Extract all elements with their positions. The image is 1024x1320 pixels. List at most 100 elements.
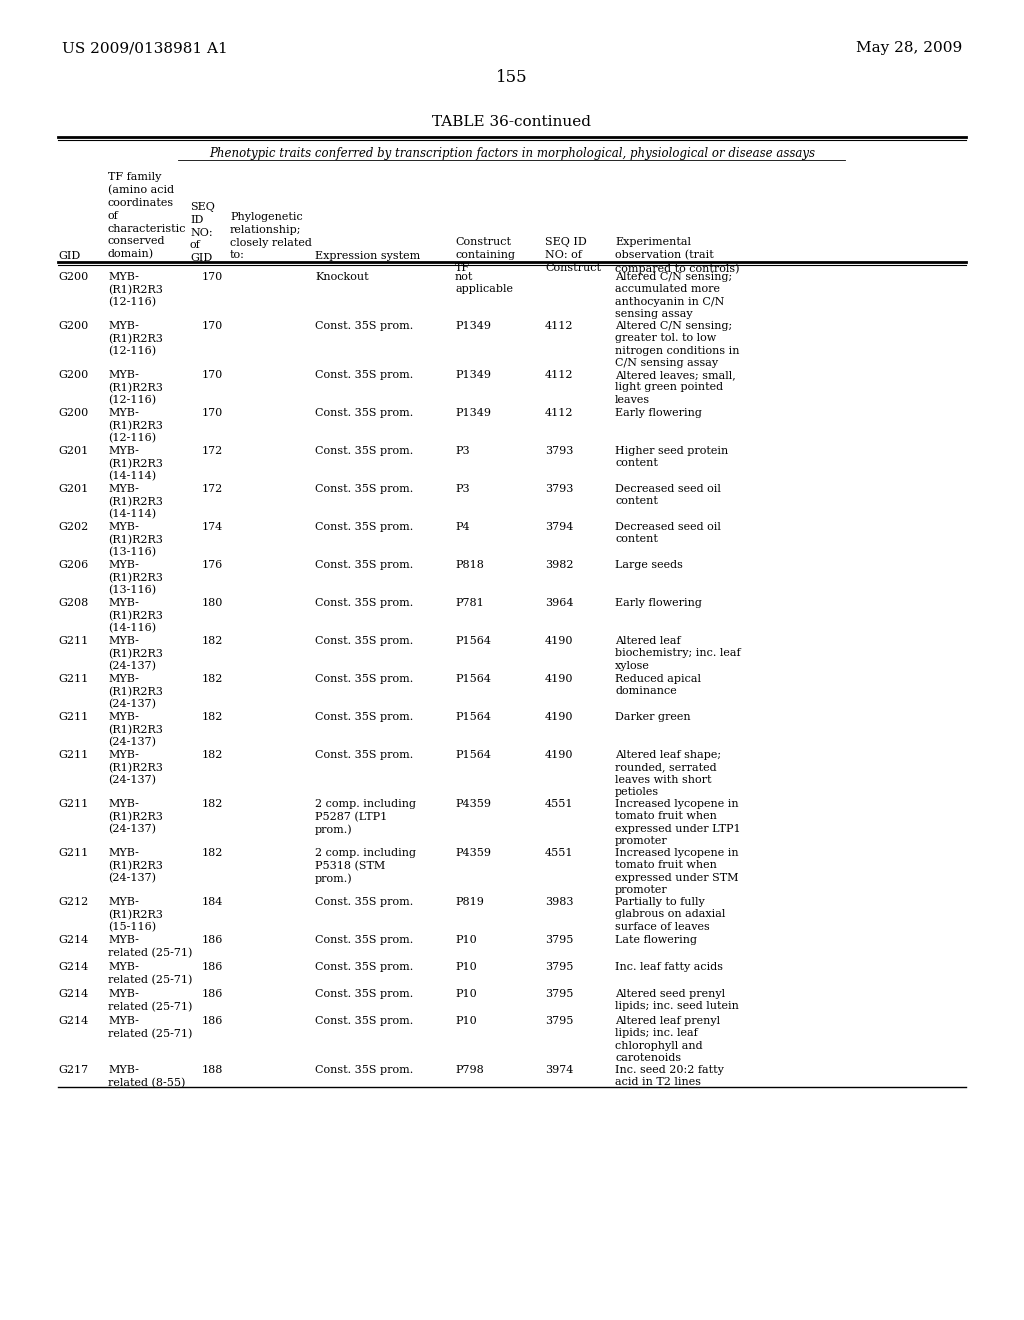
Text: P4359: P4359 bbox=[455, 847, 490, 858]
Text: 180: 180 bbox=[202, 598, 223, 609]
Text: P818: P818 bbox=[455, 560, 484, 570]
Text: Phenotypic traits conferred by transcription factors in morphological, physiolog: Phenotypic traits conferred by transcrip… bbox=[209, 147, 815, 160]
Text: Const. 35S prom.: Const. 35S prom. bbox=[315, 446, 414, 455]
Text: MYB-
(R1)R2R3
(24-137): MYB- (R1)R2R3 (24-137) bbox=[108, 711, 163, 747]
Text: Inc. seed 20:2 fatty
acid in T2 lines: Inc. seed 20:2 fatty acid in T2 lines bbox=[615, 1065, 724, 1088]
Text: 3982: 3982 bbox=[545, 560, 573, 570]
Text: MYB-
(R1)R2R3
(12-116): MYB- (R1)R2R3 (12-116) bbox=[108, 321, 163, 356]
Text: 4551: 4551 bbox=[545, 799, 573, 809]
Text: 184: 184 bbox=[202, 898, 223, 907]
Text: MYB-
(R1)R2R3
(24-137): MYB- (R1)R2R3 (24-137) bbox=[108, 847, 163, 883]
Text: 4112: 4112 bbox=[545, 370, 573, 380]
Text: 172: 172 bbox=[202, 484, 223, 494]
Text: Expression system: Expression system bbox=[315, 251, 420, 261]
Text: Const. 35S prom.: Const. 35S prom. bbox=[315, 1065, 414, 1074]
Text: Const. 35S prom.: Const. 35S prom. bbox=[315, 750, 414, 760]
Text: G200: G200 bbox=[58, 272, 88, 282]
Text: P798: P798 bbox=[455, 1065, 483, 1074]
Text: G217: G217 bbox=[58, 1065, 88, 1074]
Text: G211: G211 bbox=[58, 750, 88, 760]
Text: TF family
(amino acid
coordinates
of
characteristic
conserved
domain): TF family (amino acid coordinates of cha… bbox=[108, 172, 186, 260]
Text: 3795: 3795 bbox=[545, 1016, 573, 1026]
Text: Decreased seed oil
content: Decreased seed oil content bbox=[615, 521, 721, 544]
Text: G214: G214 bbox=[58, 962, 88, 972]
Text: Const. 35S prom.: Const. 35S prom. bbox=[315, 989, 414, 999]
Text: Late flowering: Late flowering bbox=[615, 935, 697, 945]
Text: P1564: P1564 bbox=[455, 711, 490, 722]
Text: Altered leaves; small,
light green pointed
leaves: Altered leaves; small, light green point… bbox=[615, 370, 736, 405]
Text: 4190: 4190 bbox=[545, 711, 573, 722]
Text: 3974: 3974 bbox=[545, 1065, 573, 1074]
Text: MYB-
(R1)R2R3
(24-137): MYB- (R1)R2R3 (24-137) bbox=[108, 636, 163, 672]
Text: May 28, 2009: May 28, 2009 bbox=[856, 41, 962, 55]
Text: P781: P781 bbox=[455, 598, 483, 609]
Text: 182: 182 bbox=[202, 711, 223, 722]
Text: 186: 186 bbox=[202, 935, 223, 945]
Text: 182: 182 bbox=[202, 636, 223, 645]
Text: US 2009/0138981 A1: US 2009/0138981 A1 bbox=[62, 41, 227, 55]
Text: MYB-
related (25-71): MYB- related (25-71) bbox=[108, 935, 193, 958]
Text: MYB-
(R1)R2R3
(12-116): MYB- (R1)R2R3 (12-116) bbox=[108, 370, 163, 405]
Text: 3793: 3793 bbox=[545, 446, 573, 455]
Text: SEQ ID
NO: of
Construct: SEQ ID NO: of Construct bbox=[545, 238, 601, 273]
Text: P1564: P1564 bbox=[455, 636, 490, 645]
Text: Increased lycopene in
tomato fruit when
expressed under STM
promoter: Increased lycopene in tomato fruit when … bbox=[615, 847, 738, 895]
Text: Altered C/N sensing;
greater tol. to low
nitrogen conditions in
C/N sensing assa: Altered C/N sensing; greater tol. to low… bbox=[615, 321, 739, 368]
Text: G201: G201 bbox=[58, 446, 88, 455]
Text: 4112: 4112 bbox=[545, 321, 573, 331]
Text: 170: 170 bbox=[202, 321, 223, 331]
Text: G214: G214 bbox=[58, 1016, 88, 1026]
Text: G211: G211 bbox=[58, 847, 88, 858]
Text: 182: 182 bbox=[202, 750, 223, 760]
Text: G214: G214 bbox=[58, 935, 88, 945]
Text: Const. 35S prom.: Const. 35S prom. bbox=[315, 598, 414, 609]
Text: Const. 35S prom.: Const. 35S prom. bbox=[315, 962, 414, 972]
Text: MYB-
(R1)R2R3
(24-137): MYB- (R1)R2R3 (24-137) bbox=[108, 675, 163, 710]
Text: 174: 174 bbox=[202, 521, 223, 532]
Text: G211: G211 bbox=[58, 675, 88, 684]
Text: 3795: 3795 bbox=[545, 962, 573, 972]
Text: 3795: 3795 bbox=[545, 989, 573, 999]
Text: 3793: 3793 bbox=[545, 484, 573, 494]
Text: P1564: P1564 bbox=[455, 750, 490, 760]
Text: MYB-
(R1)R2R3
(14-114): MYB- (R1)R2R3 (14-114) bbox=[108, 446, 163, 482]
Text: 155: 155 bbox=[497, 70, 527, 87]
Text: MYB-
(R1)R2R3
(12-116): MYB- (R1)R2R3 (12-116) bbox=[108, 272, 163, 308]
Text: Inc. leaf fatty acids: Inc. leaf fatty acids bbox=[615, 962, 723, 972]
Text: 4551: 4551 bbox=[545, 847, 573, 858]
Text: 4112: 4112 bbox=[545, 408, 573, 418]
Text: MYB-
(R1)R2R3
(24-137): MYB- (R1)R2R3 (24-137) bbox=[108, 799, 163, 834]
Text: P10: P10 bbox=[455, 1016, 477, 1026]
Text: Increased lycopene in
tomato fruit when
expressed under LTP1
promoter: Increased lycopene in tomato fruit when … bbox=[615, 799, 740, 846]
Text: Reduced apical
dominance: Reduced apical dominance bbox=[615, 675, 701, 697]
Text: MYB-
related (25-71): MYB- related (25-71) bbox=[108, 962, 193, 985]
Text: Darker green: Darker green bbox=[615, 711, 690, 722]
Text: 176: 176 bbox=[202, 560, 223, 570]
Text: 182: 182 bbox=[202, 847, 223, 858]
Text: G201: G201 bbox=[58, 484, 88, 494]
Text: G208: G208 bbox=[58, 598, 88, 609]
Text: TABLE 36-continued: TABLE 36-continued bbox=[432, 115, 592, 129]
Text: 2 comp. including
P5287 (LTP1
prom.): 2 comp. including P5287 (LTP1 prom.) bbox=[315, 799, 416, 836]
Text: P4359: P4359 bbox=[455, 799, 490, 809]
Text: G211: G211 bbox=[58, 636, 88, 645]
Text: 172: 172 bbox=[202, 446, 223, 455]
Text: 3795: 3795 bbox=[545, 935, 573, 945]
Text: Altered leaf shape;
rounded, serrated
leaves with short
petioles: Altered leaf shape; rounded, serrated le… bbox=[615, 750, 721, 797]
Text: G206: G206 bbox=[58, 560, 88, 570]
Text: P4: P4 bbox=[455, 521, 470, 532]
Text: P819: P819 bbox=[455, 898, 484, 907]
Text: MYB-
(R1)R2R3
(15-116): MYB- (R1)R2R3 (15-116) bbox=[108, 898, 163, 933]
Text: SEQ
ID
NO:
of
GID: SEQ ID NO: of GID bbox=[190, 202, 215, 263]
Text: 170: 170 bbox=[202, 370, 223, 380]
Text: Altered leaf
biochemistry; inc. leaf
xylose: Altered leaf biochemistry; inc. leaf xyl… bbox=[615, 636, 740, 671]
Text: G212: G212 bbox=[58, 898, 88, 907]
Text: 182: 182 bbox=[202, 675, 223, 684]
Text: P3: P3 bbox=[455, 446, 470, 455]
Text: Const. 35S prom.: Const. 35S prom. bbox=[315, 898, 414, 907]
Text: Const. 35S prom.: Const. 35S prom. bbox=[315, 1016, 414, 1026]
Text: 186: 186 bbox=[202, 989, 223, 999]
Text: P1349: P1349 bbox=[455, 370, 490, 380]
Text: Const. 35S prom.: Const. 35S prom. bbox=[315, 636, 414, 645]
Text: MYB-
related (25-71): MYB- related (25-71) bbox=[108, 1016, 193, 1039]
